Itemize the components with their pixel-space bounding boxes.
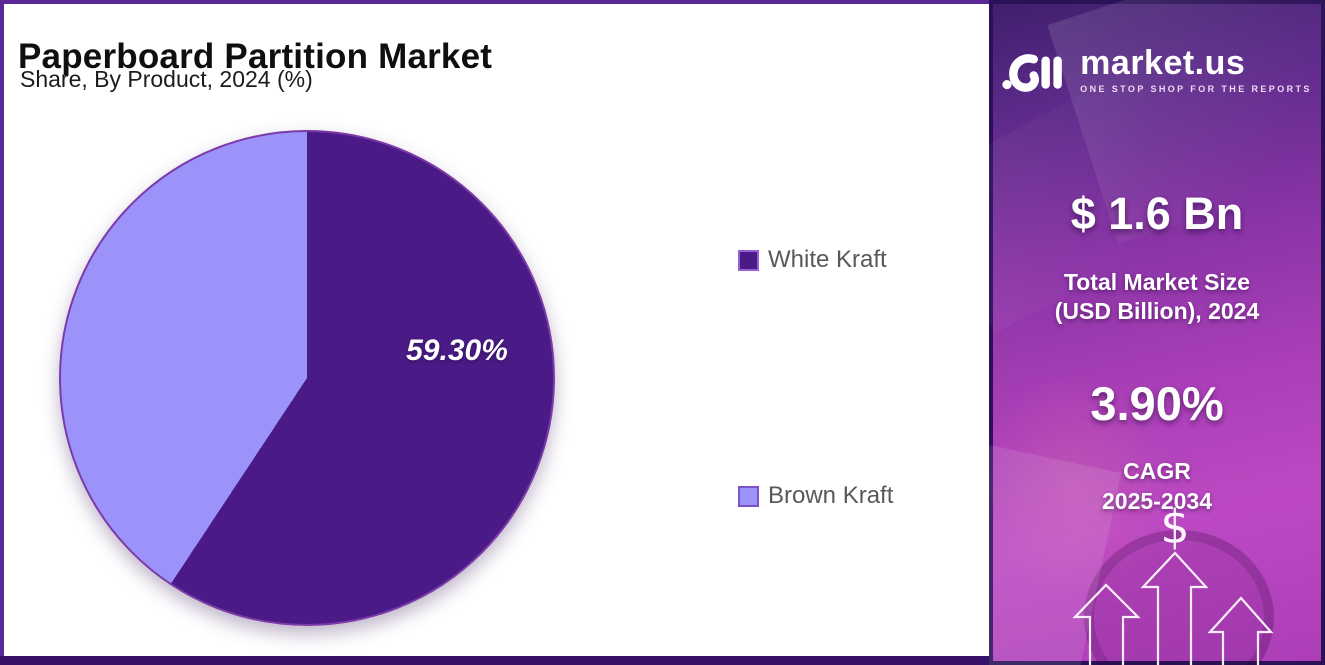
cagr-label: CAGR 2025-2034 [989,456,1325,516]
brand-tagline: ONE STOP SHOP FOR THE REPORTS [1080,84,1312,94]
pie-chart [59,130,555,626]
market-us-logo-icon [1002,53,1062,92]
market-size-label: Total Market Size (USD Billion), 2024 [989,268,1325,326]
market-size-label-line1: Total Market Size [1063,269,1251,295]
legend-item-brown-kraft: Brown Kraft [738,482,893,510]
sidebar: market.us ONE STOP SHOP FOR THE REPORTS … [989,0,1325,665]
brand-logo: market.us ONE STOP SHOP FOR THE REPORTS [989,46,1325,94]
cagr-label-line2: 2025-2034 [1102,488,1212,514]
legend-label-white-kraft: White Kraft [768,246,887,273]
legend-label-brown-kraft: Brown Kraft [768,482,894,509]
cagr-value: 3.90% [1090,377,1224,430]
market-size-label-line2: (USD Billion), 2024 [1054,298,1260,324]
cagr-label-line1: CAGR [1123,458,1191,484]
page-title: Paperboard Partition Market [18,37,493,77]
legend-swatch-white-kraft [738,249,759,271]
market-size-value: $ 1.6 Bn [1070,188,1244,239]
frame-bottom-bar [0,656,1325,665]
brand-name: market.us [1080,44,1246,82]
pie-slice-label-white-kraft: 59.30% [406,334,508,367]
legend-item-white-kraft: White Kraft [738,246,887,274]
frame-border-top [0,0,1325,4]
frame-border-left [0,0,4,665]
brand-text: market.us ONE STOP SHOP FOR THE REPORTS [1080,46,1312,94]
legend-swatch-brown-kraft [738,485,759,507]
dollar-sign-icon: $ [1160,500,1190,554]
page-subtitle: Share, By Product, 2024 (%) [20,66,313,92]
growth-arrows-up-icon [1072,551,1274,665]
